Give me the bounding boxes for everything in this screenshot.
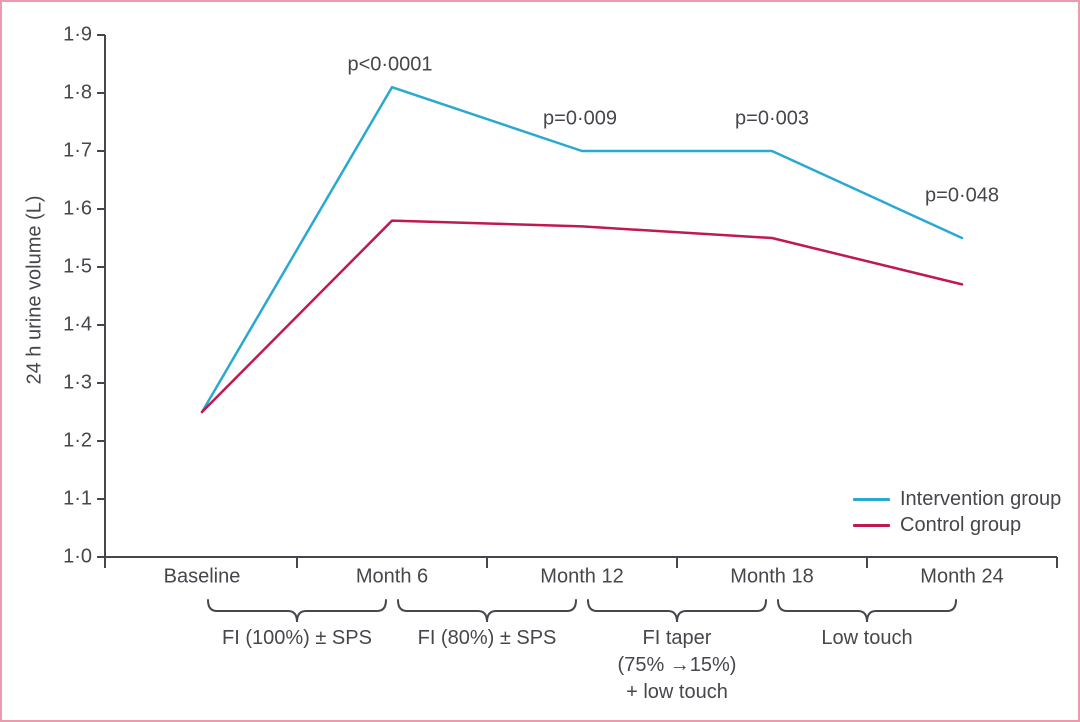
x-category-label: Month 18 bbox=[730, 565, 814, 588]
phase-label-line: FI taper bbox=[642, 627, 712, 649]
intervention-line-swatch bbox=[853, 498, 890, 501]
y-tick-label: 1·3 bbox=[63, 371, 92, 394]
p-value-annotation: p=0·048 bbox=[925, 184, 999, 207]
phase-label: Low touch bbox=[821, 625, 912, 652]
p-value-annotation: p=0·009 bbox=[543, 107, 617, 130]
phase-brace bbox=[397, 599, 577, 623]
legend-label-control: Control group bbox=[900, 514, 1022, 536]
legend: Intervention group Control group bbox=[853, 488, 1061, 537]
phase-label-line: (75% →15%) bbox=[617, 654, 737, 676]
phase-label: FI (100%) ± SPS bbox=[222, 625, 372, 652]
legend-item-intervention: Intervention group bbox=[853, 488, 1061, 511]
y-tick-label: 1·7 bbox=[63, 139, 92, 162]
y-tick-label: 1·6 bbox=[63, 197, 92, 220]
y-tick-label: 1·1 bbox=[63, 487, 92, 510]
legend-item-control: Control group bbox=[853, 514, 1061, 537]
phase-brace bbox=[587, 599, 767, 623]
y-tick-label: 1·0 bbox=[63, 545, 92, 568]
x-category-label: Month 24 bbox=[920, 565, 1004, 588]
control-line-swatch bbox=[853, 524, 890, 527]
phase-label: FI taper (75% →15%) + low touch bbox=[618, 625, 737, 706]
y-tick-label: 1·8 bbox=[63, 81, 92, 104]
x-category-label: Month 6 bbox=[355, 565, 429, 588]
x-category-label: Month 12 bbox=[540, 565, 624, 588]
phase-label: FI (80%) ± SPS bbox=[418, 625, 557, 652]
y-tick-label: 1·9 bbox=[63, 23, 92, 46]
legend-label-intervention: Intervention group bbox=[900, 488, 1062, 510]
series-line-control-group bbox=[200, 219, 964, 414]
phase-brace bbox=[207, 599, 387, 623]
y-tick-label: 1·5 bbox=[63, 255, 92, 278]
p-value-annotation: p<0·0001 bbox=[347, 53, 433, 76]
p-value-annotation: p=0·003 bbox=[735, 107, 809, 130]
y-tick-label: 1·2 bbox=[63, 429, 92, 452]
phase-label-line: FI (80%) ± SPS bbox=[417, 627, 557, 649]
x-category-label: Baseline bbox=[163, 565, 241, 588]
phase-label-line: Low touch bbox=[821, 627, 913, 649]
y-axis-title: 24 h urine volume (L) bbox=[23, 195, 46, 385]
series-line-intervention-group bbox=[200, 85, 964, 414]
phase-label-line: + low touch bbox=[626, 681, 728, 703]
phase-brace bbox=[777, 599, 957, 623]
phase-label-line: FI (100%) ± SPS bbox=[222, 627, 372, 649]
y-tick-label: 1·4 bbox=[63, 313, 92, 336]
